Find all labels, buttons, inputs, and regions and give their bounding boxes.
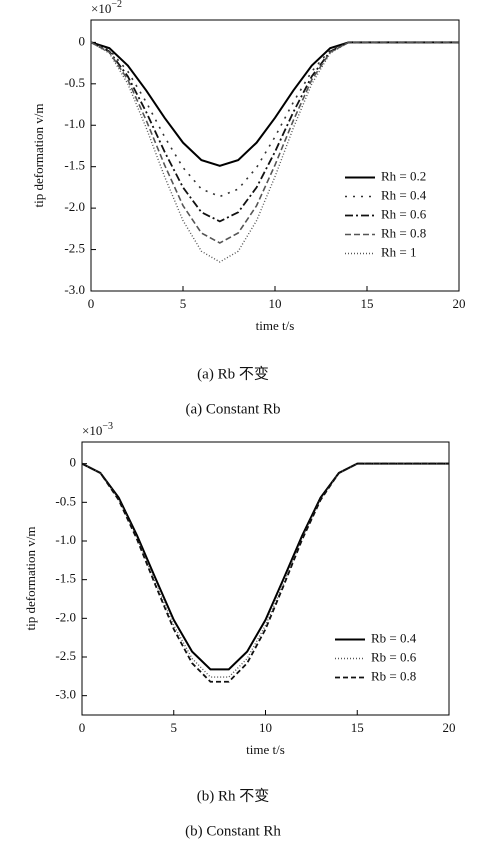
y-tick-label: -1.0 bbox=[64, 116, 85, 131]
legend-label: Rh = 0.8 bbox=[381, 225, 426, 240]
data-line bbox=[90, 41, 459, 167]
y-tick-label: -2.5 bbox=[64, 241, 85, 256]
legend-label: Rh = 0.6 bbox=[381, 206, 427, 221]
y-tick-label: -2.0 bbox=[55, 609, 76, 624]
y-tick-label: -1.0 bbox=[55, 532, 76, 547]
caption: (a) Rb 不变 bbox=[197, 365, 269, 382]
y-tick-label: -2.0 bbox=[64, 199, 85, 214]
y-tick-label: -3.0 bbox=[64, 282, 85, 297]
caption: (b) Rh 不变 bbox=[197, 787, 270, 804]
y-tick-label: -2.5 bbox=[55, 648, 76, 663]
data-line bbox=[81, 462, 449, 671]
multiplier: ×10 bbox=[82, 423, 102, 438]
legend-label: Rb = 0.6 bbox=[371, 649, 417, 664]
x-tick-label: 15 bbox=[361, 296, 374, 311]
x-tick-label: 5 bbox=[171, 720, 178, 735]
axis-multiplier: ×10−3 bbox=[82, 421, 113, 438]
data-line bbox=[81, 462, 449, 683]
y-tick-label: -3.0 bbox=[55, 687, 76, 702]
x-tick-label: 15 bbox=[351, 720, 364, 735]
data-line bbox=[90, 41, 459, 223]
data-line bbox=[90, 41, 459, 198]
x-tick-label: 5 bbox=[180, 296, 187, 311]
x-tick-label: 10 bbox=[269, 296, 282, 311]
x-tick-label: 10 bbox=[259, 720, 272, 735]
exponent: −2 bbox=[111, 0, 122, 10]
axis-multiplier: ×10−2 bbox=[91, 0, 122, 16]
y-axis-label: tip deformation v/m bbox=[23, 527, 38, 631]
data-line bbox=[90, 41, 459, 244]
data-line bbox=[81, 462, 449, 678]
x-tick-label: 0 bbox=[88, 296, 95, 311]
x-axis-label: time t/s bbox=[246, 742, 285, 757]
y-tick-label: -0.5 bbox=[55, 493, 76, 508]
x-tick-label: 20 bbox=[453, 296, 466, 311]
x-axis-label: time t/s bbox=[256, 318, 295, 333]
multiplier: ×10 bbox=[91, 1, 111, 16]
legend-label: Rb = 0.8 bbox=[371, 668, 416, 683]
legend-label: Rh = 1 bbox=[381, 244, 417, 259]
y-tick-label: -0.5 bbox=[64, 75, 85, 90]
legend-label: Rh = 0.4 bbox=[381, 187, 427, 202]
legend-label: Rb = 0.4 bbox=[371, 630, 417, 645]
y-axis-label: tip deformation v/m bbox=[31, 104, 46, 208]
y-tick-label: 0 bbox=[70, 455, 77, 470]
legend-label: Rh = 0.2 bbox=[381, 168, 426, 183]
x-tick-label: 0 bbox=[79, 720, 86, 735]
y-tick-label: -1.5 bbox=[64, 158, 85, 173]
y-tick-label: -1.5 bbox=[55, 571, 76, 586]
exponent: −3 bbox=[102, 421, 113, 432]
y-tick-label: 0 bbox=[79, 33, 86, 48]
caption-en: (b) Constant Rh bbox=[185, 823, 281, 839]
caption-en: (a) Constant Rb bbox=[186, 401, 281, 417]
data-line bbox=[90, 41, 459, 263]
x-tick-label: 20 bbox=[443, 720, 456, 735]
